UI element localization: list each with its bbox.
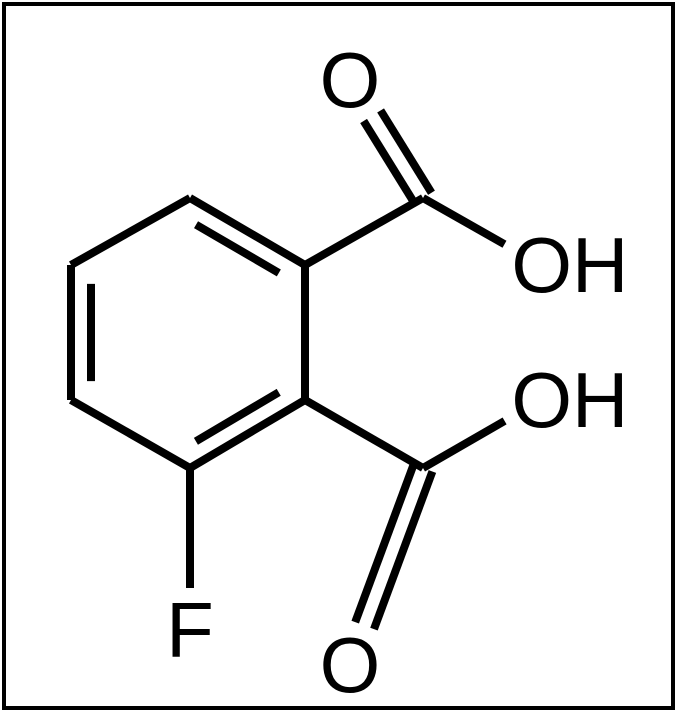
atom-label-o4: O [320, 621, 381, 709]
atom-label-o1: O [320, 36, 381, 124]
atom-label-o3: OH [511, 356, 628, 444]
molecule-canvas: O OH OH O F [0, 0, 677, 712]
atom-label-o2: OH [511, 221, 628, 309]
atom-label-f: F [166, 586, 214, 674]
